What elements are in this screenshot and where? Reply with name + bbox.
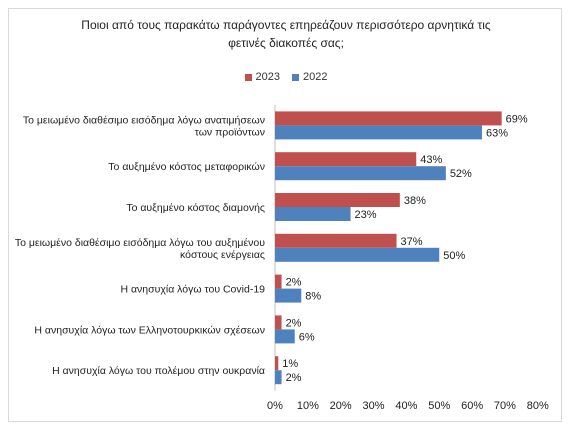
category-label: Η ανησυχία λόγω του πολέμου στην ουκρανί… — [52, 365, 265, 377]
bar-2023 — [275, 111, 502, 126]
bar-2022 — [275, 166, 446, 181]
legend-swatch-2023 — [244, 73, 252, 81]
chart-title: Ποιοι από τους παρακάτω παράγοντες επηρε… — [0, 16, 572, 52]
legend-item-2023: 2023 — [244, 71, 280, 83]
x-tick-label: 20% — [330, 400, 352, 412]
bar-2022 — [275, 288, 302, 303]
bar-2022 — [275, 125, 482, 140]
category-label: Το αυξημένο κόστος διαμονής — [126, 202, 265, 214]
data-label-2022: 52% — [450, 168, 472, 180]
category-label: Η ανησυχία λόγω του Covid-19 — [120, 284, 265, 296]
data-label-2023: 2% — [286, 317, 302, 329]
x-tick-label: 50% — [428, 400, 450, 412]
x-tick-label: 0% — [267, 400, 283, 412]
chart-legend: 2023 2022 — [0, 71, 572, 83]
category-label: Το μειωμένο διαθέσιμο εισόδημα λόγω του … — [15, 237, 265, 249]
bar-2023 — [275, 274, 282, 289]
data-label-2022: 23% — [355, 209, 377, 221]
x-tick-label: 40% — [395, 400, 417, 412]
data-label-2023: 2% — [286, 277, 302, 289]
category-label: Το αυξημένο κόστος μεταφορικών — [108, 161, 265, 173]
bar-2023 — [275, 193, 400, 207]
data-label-2023: 38% — [404, 195, 426, 207]
bar-2022 — [275, 247, 440, 262]
data-label-2022: 6% — [299, 331, 315, 343]
bar-2022 — [275, 370, 282, 385]
bar-2023 — [275, 233, 397, 248]
bar-2022 — [275, 207, 351, 221]
chart-title-line-2: φετινές διακοπές σας; — [228, 36, 344, 50]
data-label-2023: 1% — [282, 358, 298, 370]
legend-label-2022: 2022 — [303, 71, 328, 83]
bar-2023 — [275, 315, 282, 330]
data-label-2022: 8% — [305, 291, 321, 303]
chart-title-line-1: Ποιοι από τους παρακάτω παράγοντες επηρε… — [81, 18, 491, 32]
category-label: Το μειωμένο διαθέσιμο εισόδημα λόγω ανατ… — [23, 114, 265, 126]
x-tick-label: 30% — [363, 400, 385, 412]
x-tick-label: 70% — [494, 400, 516, 412]
bar-2023 — [275, 356, 279, 371]
x-tick-label: 80% — [527, 400, 549, 412]
data-label-2023: 37% — [401, 236, 423, 248]
legend-swatch-2022 — [292, 73, 299, 81]
x-tick-label: 60% — [461, 400, 483, 412]
legend-item-2022: 2022 — [292, 71, 327, 83]
data-label-2023: 69% — [506, 113, 528, 125]
category-label: των προϊόντων — [195, 126, 265, 138]
x-tick-label: 10% — [297, 400, 319, 412]
legend-label-2023: 2023 — [255, 71, 280, 83]
data-label-2022: 50% — [443, 250, 465, 262]
bar-2022 — [275, 329, 295, 344]
data-label-2023: 43% — [420, 154, 442, 166]
data-label-2022: 2% — [286, 372, 302, 384]
bar-2023 — [275, 152, 417, 167]
category-label: κόστους ενέργειας — [180, 249, 265, 261]
data-label-2022: 63% — [486, 127, 508, 139]
category-label: Η ανησυχία λόγω των Ελληνοτουρκικών σχέσ… — [34, 324, 265, 336]
